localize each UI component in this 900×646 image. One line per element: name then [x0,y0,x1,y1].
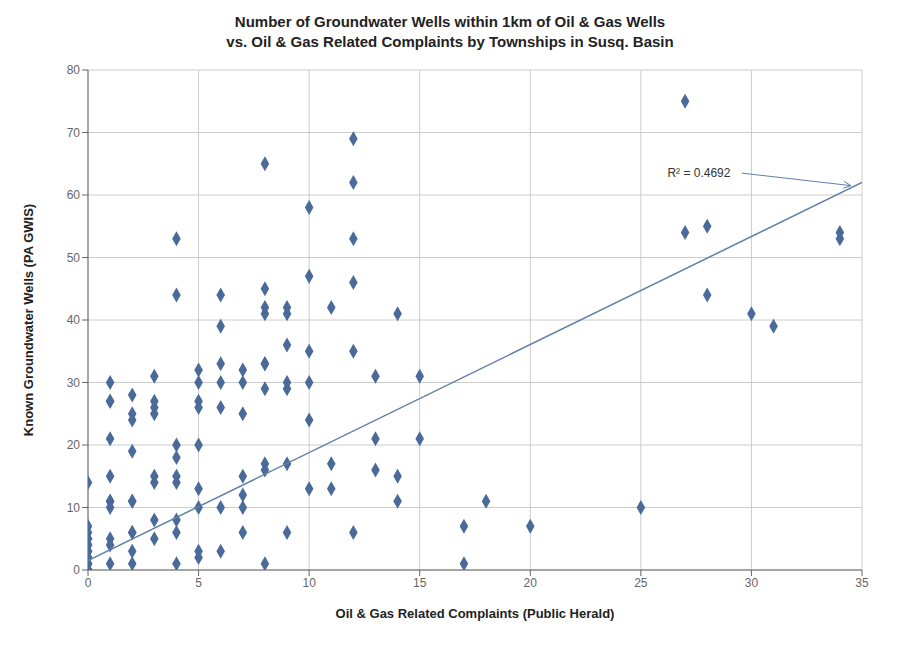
svg-text:10: 10 [67,501,81,515]
svg-text:60: 60 [67,188,81,202]
svg-text:0: 0 [85,576,92,590]
svg-text:40: 40 [67,313,81,327]
svg-text:20: 20 [524,576,538,590]
svg-text:80: 80 [67,63,81,77]
svg-text:70: 70 [67,126,81,140]
svg-text:Oil & Gas Related Complaints (: Oil & Gas Related Complaints (Public Her… [336,606,615,621]
svg-text:30: 30 [67,376,81,390]
svg-text:10: 10 [302,576,316,590]
svg-text:30: 30 [745,576,759,590]
html-text:Number of Groundwater Wells wi: Number of Groundwater Wells within 1km o… [234,13,666,30]
svg-text:R² = 0.4692: R² = 0.4692 [667,166,730,180]
svg-text:50: 50 [67,251,81,265]
svg-text:15: 15 [413,576,427,590]
svg-text:5: 5 [195,576,202,590]
svg-text:0: 0 [73,563,80,577]
svg-text:Known Groundwater Wells (PA GW: Known Groundwater Wells (PA GWIS) [21,204,36,436]
svg-text:35: 35 [855,576,869,590]
svg-text:20: 20 [67,438,81,452]
svg-text:25: 25 [634,576,648,590]
html-text:vs. Oil & Gas Related Complain: vs. Oil & Gas Related Complaints by Town… [226,33,674,50]
